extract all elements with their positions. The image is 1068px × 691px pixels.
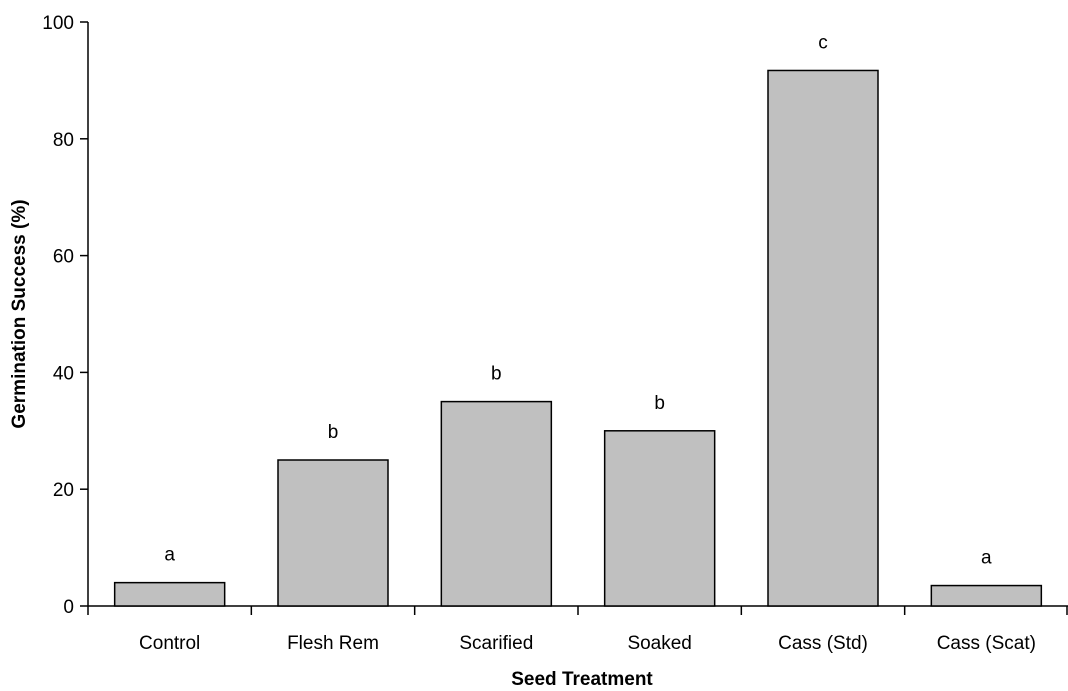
bar [603,430,716,607]
x-tick-label: Flesh Rem [287,633,379,654]
y-tick-label: 60 [53,247,74,268]
x-tick-label: Soaked [627,633,691,654]
bar [767,69,879,607]
x-axis-title: Seed Treatment [511,669,653,690]
bars [113,69,1043,607]
x-tick-label: Control [139,633,200,654]
significance-letter: b [328,422,339,443]
bar [277,459,389,607]
y-tick-label: 20 [53,480,74,501]
y-tick-label: 100 [42,13,74,34]
bar [930,584,1043,607]
significance-letter: a [164,545,175,566]
x-tick-label: Scarified [459,633,533,654]
bar [113,581,226,607]
significance-letters: a b b b c a [164,32,992,568]
y-axis-title: Germination Success (%) [9,199,30,428]
x-tick-label: Cass (Std) [778,633,868,654]
significance-letter: a [981,548,992,569]
y-tick-label: 0 [63,597,74,618]
significance-letter: b [654,393,665,414]
x-tick-label: Cass (Scat) [937,633,1036,654]
x-axis [87,605,1068,615]
bar [440,400,553,607]
significance-letter: b [491,364,502,385]
significance-letter: c [818,32,828,53]
x-tick-labels: Control Flesh Rem Scarified Soaked Cass (Std… [139,633,1036,654]
y-axis: 0 20 40 60 80 100 [42,13,89,618]
y-tick-label: 40 [53,363,74,384]
y-tick-label: 80 [53,130,74,151]
